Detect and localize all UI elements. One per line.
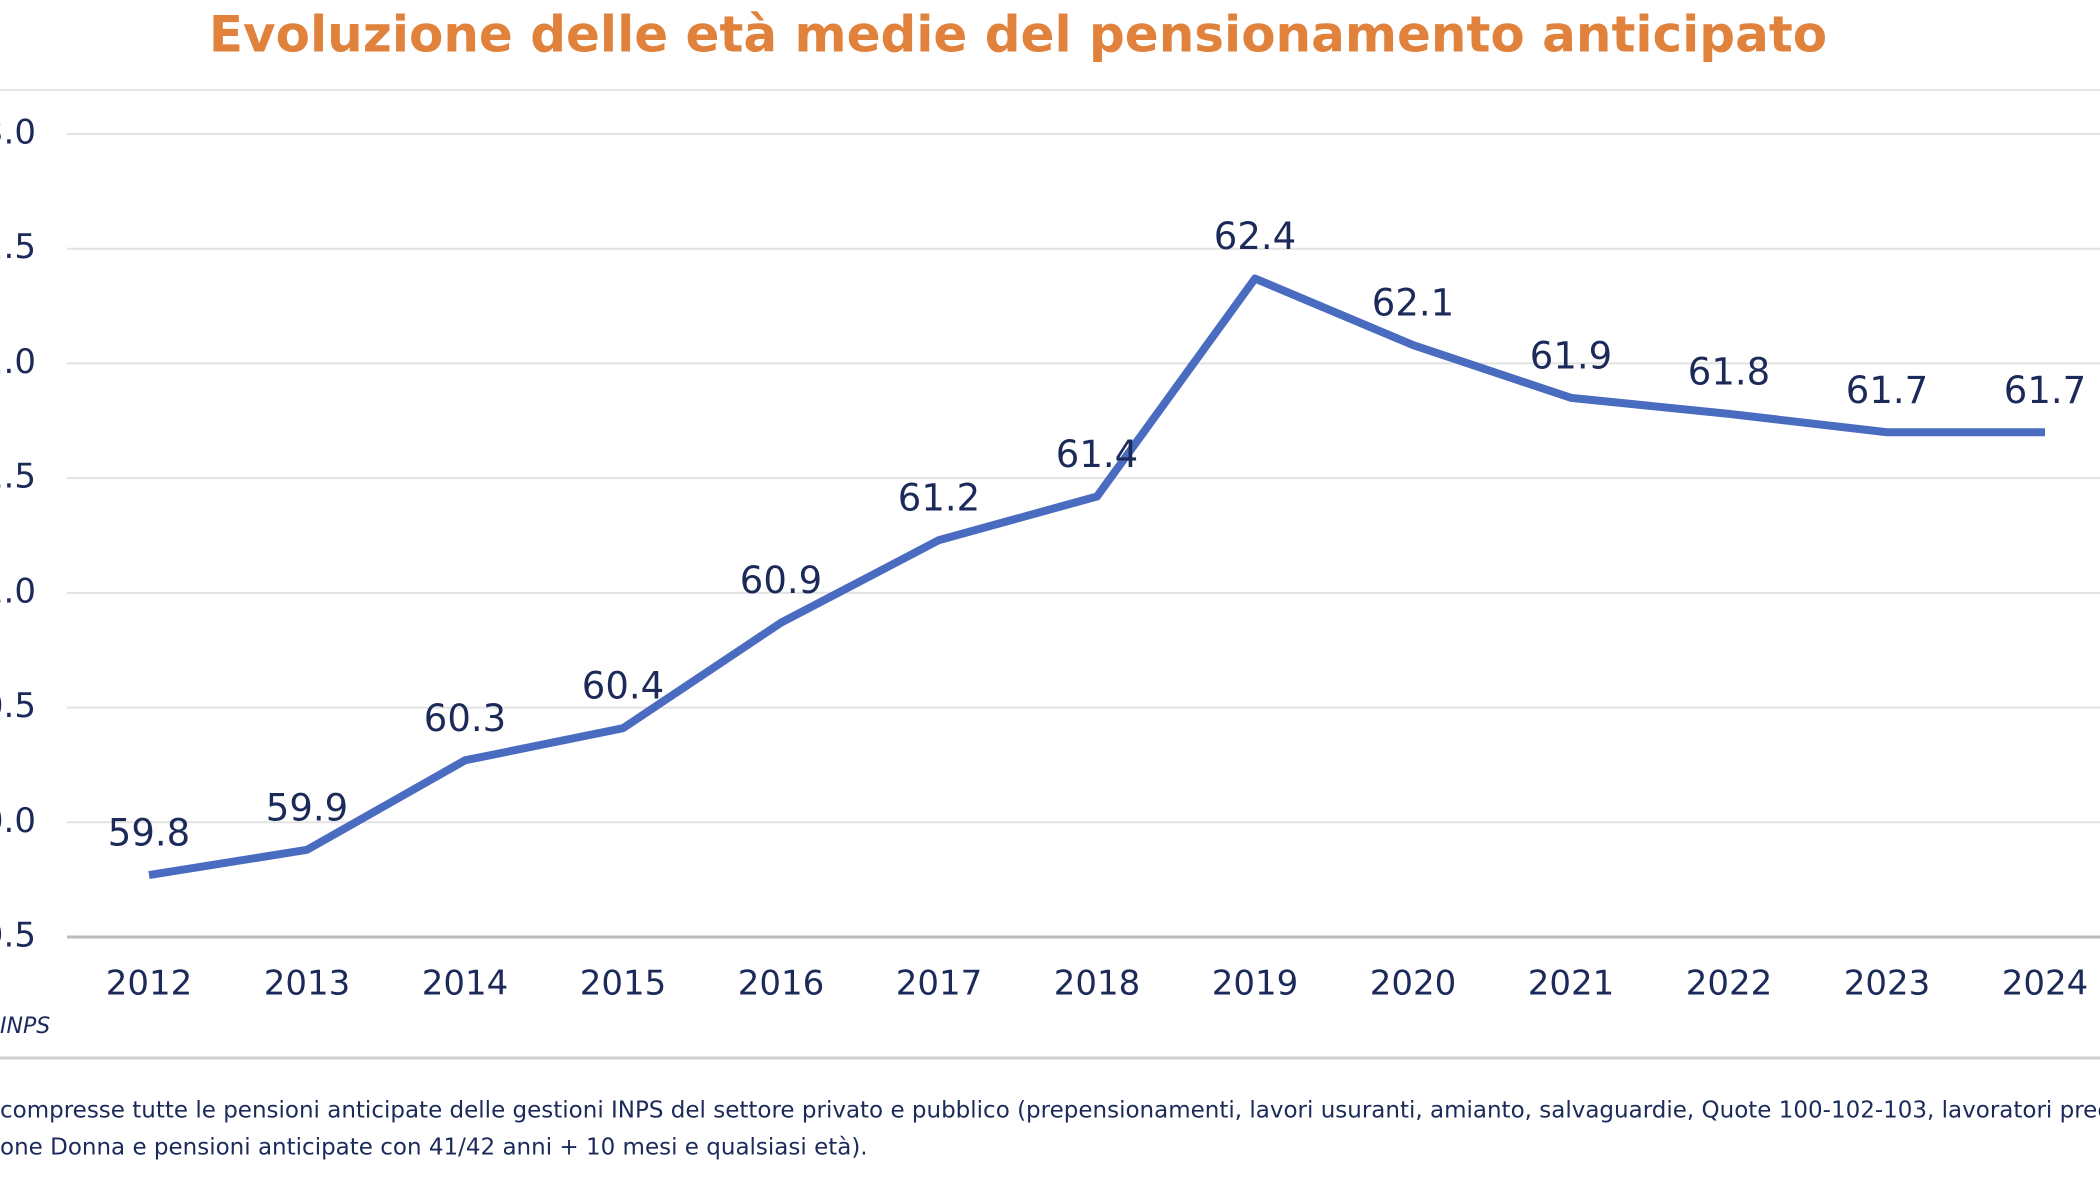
data-label: 59.8: [108, 812, 190, 855]
y-tick-label: 63.0: [0, 113, 36, 153]
data-label: 60.4: [582, 665, 664, 708]
x-tick-label: 2016: [738, 964, 825, 1004]
y-tick-label: 59.5: [0, 916, 36, 956]
data-label: 59.9: [266, 786, 348, 829]
x-tick-label: 2020: [1370, 964, 1457, 1004]
y-tick-label: 61.0: [0, 571, 36, 611]
x-tick-label: 2018: [1054, 964, 1141, 1004]
x-tick-label: 2014: [422, 964, 509, 1004]
y-tick-label: 60.5: [0, 686, 36, 726]
x-tick-label: 2017: [896, 964, 983, 1004]
source: INPS: [0, 1014, 50, 1039]
data-label: 62.4: [1214, 215, 1296, 258]
data-label: 61.9: [1530, 334, 1612, 377]
data-label: 61.2: [898, 477, 980, 520]
x-tick-label: 2013: [264, 964, 351, 1004]
x-tick-label: 2023: [1844, 964, 1931, 1004]
x-tick-label: 2019: [1212, 964, 1299, 1004]
x-tick-label: 2015: [580, 964, 667, 1004]
data-label: 60.3: [424, 697, 506, 740]
footnote: compresse tutte le pensioni anticipate d…: [0, 1098, 2100, 1124]
data-label: 61.4: [1056, 433, 1138, 476]
y-tick-label: 60.0: [0, 801, 36, 841]
data-label: 61.8: [1688, 350, 1770, 393]
chart-title: Evoluzione delle età medie del pensionam…: [209, 6, 1827, 64]
data-label: 61.7: [1846, 369, 1928, 412]
y-tick-label: 61.5: [0, 457, 36, 497]
line: [148, 274, 2045, 880]
x-tick-label: 2021: [1528, 964, 1615, 1004]
x-tick-label: 2012: [106, 964, 193, 1004]
y-tick-label: 62.0: [0, 342, 36, 382]
data-label: 61.7: [2004, 369, 2086, 412]
footnote: one Donna e pensioni anticipate con 41/4…: [0, 1135, 868, 1161]
y-tick-label: 62.5: [0, 227, 36, 267]
x-tick-label: 2024: [2002, 964, 2089, 1004]
data-label: 60.9: [740, 559, 822, 602]
x-tick-label: 2022: [1686, 964, 1773, 1004]
data-label: 62.1: [1372, 282, 1454, 325]
